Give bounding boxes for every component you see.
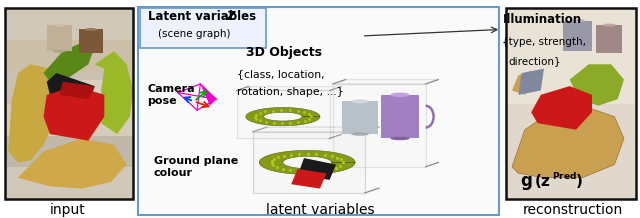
- Ellipse shape: [84, 28, 97, 31]
- Polygon shape: [291, 169, 326, 189]
- Polygon shape: [333, 80, 438, 84]
- Ellipse shape: [603, 24, 616, 27]
- Bar: [5, 40, 133, 72]
- Bar: [5, 8, 133, 199]
- Polygon shape: [518, 69, 544, 95]
- Ellipse shape: [53, 24, 66, 27]
- Polygon shape: [259, 150, 355, 174]
- Bar: [506, 8, 636, 199]
- Bar: [563, 21, 592, 51]
- Polygon shape: [18, 138, 127, 189]
- Ellipse shape: [570, 19, 585, 22]
- Ellipse shape: [351, 133, 369, 136]
- Text: Ground plane
colour: Ground plane colour: [154, 156, 238, 178]
- Bar: [5, 136, 133, 167]
- Bar: [342, 101, 378, 134]
- Bar: [5, 72, 133, 104]
- Text: $\mathbf{(z}$: $\mathbf{(z}$: [534, 172, 551, 190]
- Bar: [237, 90, 330, 138]
- Text: reconstruction: reconstruction: [523, 203, 623, 217]
- Polygon shape: [570, 64, 624, 106]
- Bar: [138, 7, 499, 215]
- Text: $\mathbf{g}$: $\mathbf{g}$: [520, 174, 532, 192]
- Text: input: input: [49, 203, 85, 217]
- Bar: [381, 95, 419, 138]
- Polygon shape: [95, 51, 133, 134]
- Polygon shape: [531, 86, 592, 130]
- Polygon shape: [60, 82, 95, 99]
- Polygon shape: [253, 127, 379, 132]
- Bar: [140, 8, 266, 48]
- Bar: [506, 8, 636, 104]
- Text: $\mathbf{Pred}$: $\mathbf{Pred}$: [552, 170, 577, 181]
- Text: rotation, shape, ...}: rotation, shape, ...}: [237, 87, 344, 97]
- Ellipse shape: [390, 137, 410, 140]
- Bar: [506, 8, 636, 199]
- Polygon shape: [512, 71, 538, 95]
- Polygon shape: [246, 107, 320, 126]
- Text: latent variables: latent variables: [266, 203, 374, 217]
- Text: Illumination: Illumination: [502, 13, 582, 26]
- Polygon shape: [200, 84, 216, 106]
- Bar: [596, 25, 622, 53]
- Ellipse shape: [351, 99, 369, 103]
- Polygon shape: [8, 64, 63, 162]
- Text: (scene graph): (scene graph): [158, 29, 230, 39]
- Text: Latent variables: Latent variables: [148, 10, 260, 23]
- Polygon shape: [512, 108, 624, 178]
- Text: $\mathbf{)}$: $\mathbf{)}$: [575, 172, 582, 190]
- Bar: [5, 104, 133, 136]
- Bar: [5, 167, 133, 199]
- Polygon shape: [298, 158, 336, 180]
- Text: {class, location,: {class, location,: [237, 69, 324, 79]
- Polygon shape: [44, 86, 104, 141]
- Bar: [47, 25, 72, 51]
- Text: Z: Z: [227, 10, 235, 23]
- Bar: [253, 132, 365, 193]
- Ellipse shape: [390, 93, 410, 97]
- Bar: [79, 29, 103, 53]
- Bar: [333, 84, 426, 167]
- Bar: [18, 80, 120, 123]
- Text: 3D Objects: 3D Objects: [246, 46, 323, 59]
- Polygon shape: [237, 87, 341, 90]
- Text: Camera
pose: Camera pose: [147, 84, 195, 106]
- Bar: [5, 8, 133, 40]
- Ellipse shape: [53, 50, 66, 53]
- Text: {type, strength,: {type, strength,: [502, 37, 586, 47]
- Polygon shape: [44, 43, 95, 82]
- Bar: [5, 8, 133, 199]
- Text: direction}: direction}: [509, 56, 561, 66]
- Polygon shape: [47, 73, 95, 104]
